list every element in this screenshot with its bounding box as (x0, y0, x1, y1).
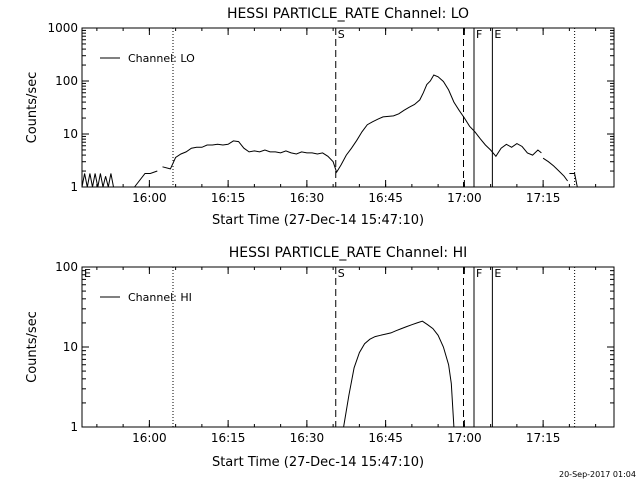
x-tick-label: 16:30 (290, 431, 325, 445)
y-axis-label: Counts/sec (25, 311, 40, 383)
event-marker-label: S (338, 267, 345, 280)
x-tick-label: 17:00 (447, 431, 482, 445)
y-axis-label: Counts/sec (25, 72, 40, 144)
x-tick-label: 16:15 (211, 191, 246, 205)
x-tick-label: 16:45 (368, 191, 403, 205)
y-tick-label: 100 (55, 260, 78, 274)
plot-frame (81, 27, 615, 188)
x-tick-label: 16:15 (211, 431, 246, 445)
x-tick-label: 16:00 (132, 191, 167, 205)
y-tick-label: 10 (63, 127, 78, 141)
series-line (343, 320, 455, 428)
y-tick-label: 1 (70, 180, 78, 194)
footer-date: 20-Sep-2017 01:04 (559, 470, 636, 479)
x-tick-label: 16:45 (368, 431, 403, 445)
event-marker-label: F (476, 28, 482, 41)
legend-label: Channel: HI (128, 291, 192, 304)
x-axis-label: Start Time (27-Dec-14 15:47:10) (212, 213, 424, 228)
event-marker-label: E (494, 28, 501, 41)
event-marker-label: F (476, 267, 482, 280)
y-tick-label: 1 (70, 420, 78, 434)
chart-panel-2: HESSI PARTICLE_RATE Channel: HI 16:00 16:1… (25, 245, 615, 470)
x-tick-label: 16:30 (290, 191, 325, 205)
series-line (81, 173, 114, 188)
x-tick-label: 17:15 (526, 191, 561, 205)
event-marker-label: E (494, 267, 501, 280)
y-tick-label: 100 (55, 74, 78, 88)
x-axis-label: Start Time (27-Dec-14 15:47:10) (212, 455, 424, 470)
series-line (569, 173, 578, 188)
y-tick-label: 10 (63, 340, 78, 354)
y-tick-label: 1000 (47, 21, 78, 35)
x-tick-label: 17:00 (447, 191, 482, 205)
series-line (134, 170, 158, 188)
event-marker-label: S (338, 28, 345, 41)
chart-panel-1: HESSI PARTICLE_RATE Channel: LO 16:00 16:1… (25, 6, 615, 228)
series-line (162, 74, 542, 174)
series-line (542, 157, 569, 182)
event-marker-label: E (84, 267, 91, 280)
chart-title: HESSI PARTICLE_RATE Channel: HI (229, 245, 467, 261)
x-tick-label: 16:00 (132, 431, 167, 445)
legend-label: Channel: LO (128, 52, 195, 65)
chart-title: HESSI PARTICLE_RATE Channel: LO (227, 6, 469, 22)
x-tick-label: 17:15 (526, 431, 561, 445)
